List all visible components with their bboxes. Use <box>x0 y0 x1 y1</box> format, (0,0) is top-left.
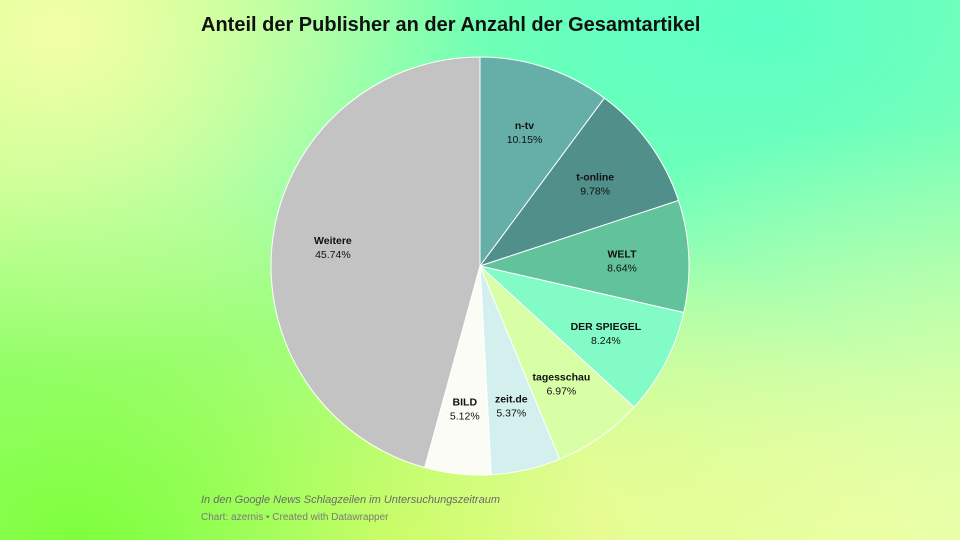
slice-label-der-spiegel: DER SPIEGEL <box>571 321 642 333</box>
slice-value-tagesschau: 6.97% <box>547 386 577 398</box>
slice-value-bild: 5.12% <box>450 410 480 422</box>
pie-slice-t-online <box>478 97 680 267</box>
slice-label-zeit-de: zeit.de <box>495 394 528 406</box>
pie-slice-welt <box>478 199 690 314</box>
chart-title: Anteil der Publisher an der Anzahl der G… <box>201 14 701 36</box>
slice-value-weitere: 45.74% <box>315 249 351 261</box>
slice-label-n-tv: n-tv <box>515 120 534 132</box>
chart-description: In den Google News Schlagzeilen im Unter… <box>201 494 500 506</box>
slice-value-n-tv: 10.15% <box>507 134 543 146</box>
slice-label-tagesschau: tagesschau <box>533 372 591 384</box>
slice-label-welt: WELT <box>608 248 638 260</box>
slice-label-t-online: t-online <box>576 172 614 184</box>
slice-value-zeit-de: 5.37% <box>496 408 526 420</box>
slice-label-bild: BILD <box>453 396 478 408</box>
pie-slice-n-tv <box>479 56 606 268</box>
slice-label-weitere: Weitere <box>314 235 352 247</box>
chart-credit: Chart: azernis • Created with Datawrappe… <box>201 512 389 523</box>
slice-value-der-spiegel: 8.24% <box>591 335 621 347</box>
pie-slice-der-spiegel <box>478 265 685 408</box>
slice-value-t-online: 9.78% <box>580 186 610 198</box>
pie-slice-weitere <box>270 56 481 469</box>
slice-value-welt: 8.64% <box>607 262 637 274</box>
